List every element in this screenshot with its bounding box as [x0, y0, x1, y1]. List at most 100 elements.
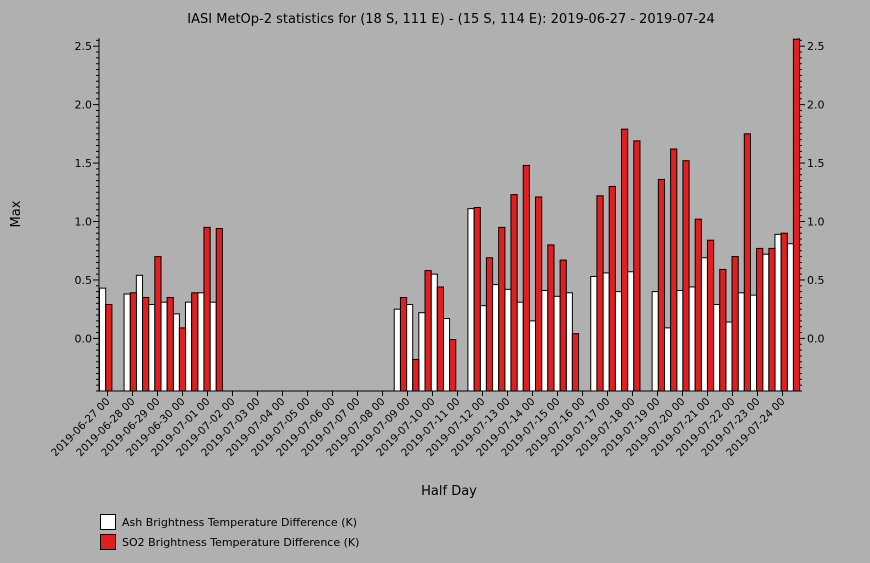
legend-swatch-ash: [100, 514, 116, 530]
ash-bar: [160, 301, 168, 392]
so2-bar: [731, 256, 739, 392]
y-tick-label-left: 2.0: [75, 99, 93, 112]
legend-item-so2: SO2 Brightness Temperature Difference (K…: [100, 532, 359, 552]
bars-layer: [99, 38, 801, 392]
so2-bar: [535, 196, 543, 392]
so2-bar: [215, 228, 223, 392]
y-ticks-layer: 0.0 0.0 0.5 0.5 1.0 1.0 1.5 1.5 2.0 2.0 2.5 2.5: [75, 39, 825, 392]
y-tick-label-left: 1.5: [75, 157, 93, 170]
ash-bar: [688, 286, 696, 392]
so2-bar: [154, 256, 162, 392]
ash-bar: [467, 208, 475, 392]
so2-bar: [633, 140, 641, 392]
y-tick-label-left: 0.0: [75, 332, 93, 345]
y-axis-label: Max: [9, 200, 24, 227]
y-tick-label-right: 0.5: [807, 274, 825, 287]
ash-bar: [762, 253, 770, 392]
ash-bar: [148, 304, 156, 392]
y-tick-label-left: 0.5: [75, 274, 93, 287]
legend-label-ash: Ash Brightness Temperature Difference (K…: [122, 515, 357, 529]
chart-title: IASI MetOp-2 statistics for (18 S, 111 E…: [187, 12, 714, 27]
so2-bar: [719, 268, 727, 392]
so2-bar: [670, 148, 678, 392]
so2-bar: [620, 128, 629, 392]
so2-bar: [105, 304, 113, 392]
ash-bar: [627, 271, 635, 392]
ash-bar: [774, 233, 782, 392]
ash-bar: [541, 289, 549, 392]
ash-bar: [491, 284, 500, 392]
so2-bar: [399, 296, 408, 392]
so2-bar: [780, 232, 788, 392]
legend-swatch-so2: [100, 534, 116, 550]
ash-bar: [430, 273, 438, 392]
so2-bar: [559, 259, 567, 392]
ash-bar: [184, 301, 193, 392]
legend: Ash Brightness Temperature Difference (K…: [100, 512, 359, 552]
ash-bar: [565, 292, 573, 392]
ash-bar: [393, 308, 401, 392]
so2-bar: [449, 339, 457, 392]
so2-bar: [178, 327, 187, 392]
ash-bar: [99, 287, 107, 392]
ash-bar: [614, 291, 622, 392]
ash-bar: [651, 291, 659, 392]
ash-bar: [602, 272, 610, 392]
so2-bar: [166, 296, 174, 392]
ash-bar: [590, 275, 598, 392]
so2-bar: [682, 160, 690, 392]
ash-bar: [663, 327, 672, 392]
y-tick-label-right: 1.0: [807, 216, 825, 229]
so2-bar: [424, 270, 432, 392]
so2-bar: [571, 333, 580, 392]
ash-bar: [725, 321, 733, 392]
ash-bar: [504, 288, 512, 392]
ash-bar: [786, 243, 794, 392]
ash-bar: [700, 257, 708, 392]
so2-bar: [485, 257, 494, 392]
ash-bar: [172, 313, 180, 392]
y-tick-label-left: 2.5: [75, 40, 93, 53]
so2-bar: [706, 239, 715, 392]
y-tick-label-right: 1.5: [807, 157, 825, 170]
so2-bar: [743, 133, 751, 392]
legend-item-ash: Ash Brightness Temperature Difference (K…: [100, 512, 359, 532]
ash-bar: [516, 301, 524, 392]
so2-bar: [436, 286, 444, 392]
so2-bar: [142, 296, 150, 392]
ash-bar: [442, 318, 451, 392]
so2-bar: [694, 218, 702, 392]
so2-bar: [756, 247, 764, 392]
ash-bar: [135, 274, 144, 392]
legend-label-so2: SO2 Brightness Temperature Difference (K…: [122, 535, 360, 549]
y-tick-label-right: 2.0: [807, 99, 825, 112]
y-tick-label-right: 2.5: [807, 40, 825, 53]
ash-bar: [713, 304, 721, 392]
ash-bar: [528, 320, 537, 392]
x-axis-label: Half Day: [421, 484, 477, 499]
so2-bar: [768, 247, 776, 392]
ash-bar: [123, 293, 131, 392]
so2-bar: [608, 185, 616, 392]
y-tick-label-right: 0.0: [807, 332, 825, 345]
y-tick-label-left: 1.0: [75, 216, 93, 229]
so2-bar: [596, 195, 604, 392]
ash-bar: [418, 312, 426, 392]
ash-bar: [197, 292, 205, 392]
so2-bar: [412, 358, 420, 392]
ash-bar: [209, 301, 217, 392]
so2-bar: [792, 38, 801, 392]
so2-bar: [191, 292, 199, 392]
so2-bar: [522, 164, 530, 392]
so2-bar: [473, 206, 481, 392]
ash-bar: [553, 295, 561, 392]
so2-bar: [510, 194, 518, 392]
so2-bar: [203, 226, 211, 392]
ash-bar: [749, 294, 758, 392]
so2-bar: [129, 292, 137, 392]
ash-bar: [737, 292, 745, 392]
so2-bar: [498, 226, 506, 392]
so2-bar: [547, 244, 555, 392]
